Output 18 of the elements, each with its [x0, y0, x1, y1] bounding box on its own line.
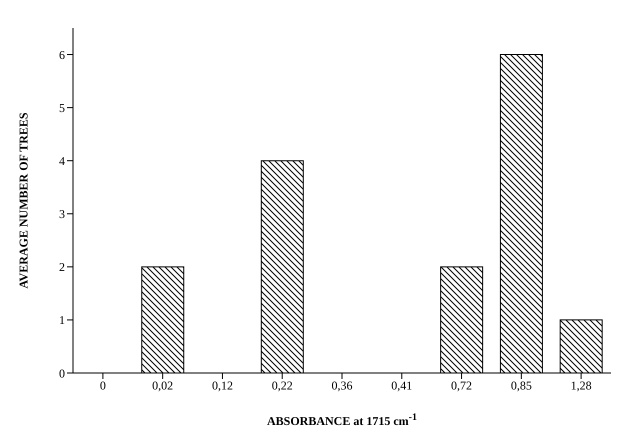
- y-tick-label: 5: [59, 100, 65, 115]
- x-tick-label: 0: [100, 378, 106, 393]
- x-tick-label: 1,28: [570, 378, 592, 393]
- x-tick-label: 0,41: [391, 378, 412, 393]
- y-tick-label: 4: [59, 154, 65, 168]
- y-tick-label: 3: [59, 207, 65, 222]
- x-tick-label: 0,22: [272, 378, 293, 393]
- y-tick-label: 6: [59, 48, 65, 62]
- y-axis-title: AVERAGE NUMBER OF TREES: [16, 112, 30, 289]
- x-tick-label: 0,12: [212, 378, 233, 393]
- x-tick-label: 0,85: [510, 378, 532, 393]
- x-tick-label: 0,36: [332, 378, 352, 393]
- x-tick-label: 0,02: [152, 378, 174, 393]
- y-tick-label: 2: [59, 260, 65, 274]
- x-axis-title: ABSORBANCE at 1715 cm$^{-1}$: [266, 412, 418, 429]
- x-tick-label: 0,72: [451, 378, 472, 393]
- y-tick-label: 1: [59, 313, 65, 328]
- y-tick-label: 0: [59, 366, 65, 380]
